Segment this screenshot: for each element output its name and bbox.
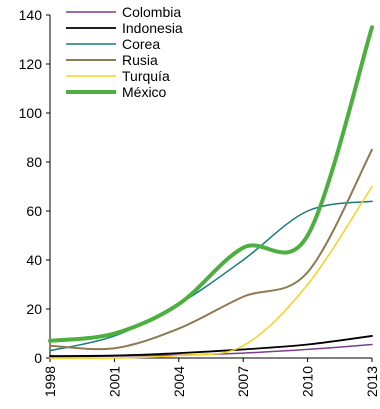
y-tick-label: 0: [34, 350, 42, 366]
legend-label: Rusia: [122, 52, 158, 68]
series-line-1: [49, 335, 373, 357]
series-line-3: [49, 148, 373, 351]
y-tick-label: 120: [19, 56, 43, 72]
series-line-4: [49, 185, 373, 359]
y-tick-label: 80: [26, 154, 42, 170]
x-tick-label: 2007: [235, 366, 251, 397]
y-tick-label: 100: [19, 105, 43, 121]
legend-label: Corea: [122, 36, 160, 52]
y-tick-label: 60: [26, 203, 42, 219]
x-tick-label: 1998: [42, 366, 58, 397]
y-tick-label: 20: [26, 301, 42, 317]
x-tick-label: 2001: [106, 366, 122, 397]
series-line-2: [49, 200, 373, 352]
legend-label: Turquía: [122, 68, 170, 84]
x-tick-label: 2004: [171, 366, 187, 397]
series-line-5: [48, 25, 374, 343]
legend-label: México: [122, 84, 167, 100]
legend-label: Colombia: [122, 4, 181, 20]
y-tick-label: 140: [19, 7, 43, 23]
axes: 0 20 40 60 80 100 120 140 1998 2001 2004 2007 2010 20…: [19, 7, 380, 397]
y-tick-label: 40: [26, 252, 42, 268]
legend-label: Indonesia: [122, 20, 183, 36]
x-tick-label: 2010: [300, 366, 316, 397]
x-tick-label: 2013: [364, 366, 380, 397]
series-lines: [48, 25, 374, 359]
